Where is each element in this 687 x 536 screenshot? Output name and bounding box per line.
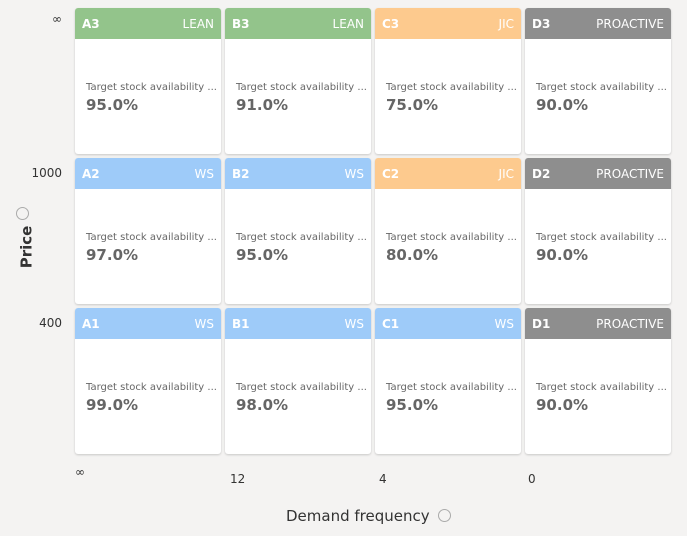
- segment-code: A3: [82, 16, 100, 31]
- segment-code: D1: [532, 316, 551, 331]
- segment-card[interactable]: B3 LEAN Target stock availability ... 91.0%: [225, 8, 371, 154]
- info-icon[interactable]: [16, 207, 29, 220]
- card-header: C1 WS: [375, 308, 521, 339]
- metric-value: 80.0%: [386, 246, 439, 264]
- metric-value: 95.0%: [236, 246, 289, 264]
- metric-label: Target stock availability ...: [86, 382, 217, 393]
- y-axis-title: Price: [17, 225, 36, 269]
- card-header: A2 WS: [75, 158, 221, 189]
- segment-code: B1: [232, 316, 250, 331]
- segment-tag: JIC: [498, 16, 514, 31]
- metric-value: 90.0%: [536, 396, 589, 414]
- segment-tag: WS: [344, 166, 364, 181]
- x-tick-label: 12: [230, 472, 246, 486]
- segment-code: C1: [382, 316, 400, 331]
- x-tick-label: ∞: [75, 465, 85, 479]
- segment-card[interactable]: C2 JIC Target stock availability ... 80.0%: [375, 158, 521, 304]
- card-header: C2 JIC: [375, 158, 521, 189]
- segment-tag: PROACTIVE: [596, 16, 664, 31]
- card-header: D1 PROACTIVE: [525, 308, 671, 339]
- metric-label: Target stock availability ...: [386, 382, 517, 393]
- segment-code: B2: [232, 166, 250, 181]
- segment-card[interactable]: A3 LEAN Target stock availability ... 95.0%: [75, 8, 221, 154]
- y-tick-label: ∞: [52, 12, 62, 26]
- card-header: B2 WS: [225, 158, 371, 189]
- metric-label: Target stock availability ...: [86, 232, 217, 243]
- y-tick-label: 400: [39, 316, 62, 330]
- segment-tag: LEAN: [182, 16, 214, 31]
- segment-card[interactable]: C3 JIC Target stock availability ... 75.0%: [375, 8, 521, 154]
- info-icon[interactable]: [438, 509, 451, 522]
- segment-tag: WS: [344, 316, 364, 331]
- metric-value: 90.0%: [536, 246, 589, 264]
- y-tick-label: 1000: [31, 166, 62, 180]
- metric-value: 91.0%: [236, 96, 289, 114]
- card-header: D3 PROACTIVE: [525, 8, 671, 39]
- x-axis-title: Demand frequency: [286, 507, 430, 525]
- segment-tag: WS: [494, 316, 514, 331]
- segment-card[interactable]: B1 WS Target stock availability ... 98.0%: [225, 308, 371, 454]
- segment-code: A2: [82, 166, 100, 181]
- metric-value: 75.0%: [386, 96, 439, 114]
- metric-label: Target stock availability ...: [536, 232, 667, 243]
- segment-card[interactable]: B2 WS Target stock availability ... 95.0%: [225, 158, 371, 304]
- metric-label: Target stock availability ...: [536, 382, 667, 393]
- x-tick-label: 0: [528, 472, 536, 486]
- metric-label: Target stock availability ...: [236, 82, 367, 93]
- metric-value: 95.0%: [86, 96, 139, 114]
- metric-label: Target stock availability ...: [536, 82, 667, 93]
- metric-value: 97.0%: [86, 246, 139, 264]
- segment-code: C2: [382, 166, 400, 181]
- card-header: A3 LEAN: [75, 8, 221, 39]
- segment-card[interactable]: C1 WS Target stock availability ... 95.0%: [375, 308, 521, 454]
- segment-tag: PROACTIVE: [596, 166, 664, 181]
- segment-card[interactable]: A2 WS Target stock availability ... 97.0%: [75, 158, 221, 304]
- segment-tag: PROACTIVE: [596, 316, 664, 331]
- metric-label: Target stock availability ...: [386, 232, 517, 243]
- segment-tag: LEAN: [332, 16, 364, 31]
- x-tick-label: 4: [379, 472, 387, 486]
- segment-card[interactable]: D3 PROACTIVE Target stock availability ...…: [525, 8, 671, 154]
- segment-card[interactable]: A1 WS Target stock availability ... 99.0%: [75, 308, 221, 454]
- segment-code: C3: [382, 16, 400, 31]
- segment-code: A1: [82, 316, 100, 331]
- card-header: B1 WS: [225, 308, 371, 339]
- metric-value: 98.0%: [236, 396, 289, 414]
- segment-tag: JIC: [498, 166, 514, 181]
- segment-tag: WS: [194, 166, 214, 181]
- segment-card[interactable]: D1 PROACTIVE Target stock availability ...…: [525, 308, 671, 454]
- segment-code: D3: [532, 16, 551, 31]
- card-header: B3 LEAN: [225, 8, 371, 39]
- segment-card[interactable]: D2 PROACTIVE Target stock availability ...…: [525, 158, 671, 304]
- card-header: D2 PROACTIVE: [525, 158, 671, 189]
- card-header: C3 JIC: [375, 8, 521, 39]
- segment-tag: WS: [194, 316, 214, 331]
- card-header: A1 WS: [75, 308, 221, 339]
- metric-value: 95.0%: [386, 396, 439, 414]
- metric-value: 99.0%: [86, 396, 139, 414]
- segment-code: D2: [532, 166, 551, 181]
- metric-label: Target stock availability ...: [386, 82, 517, 93]
- segment-code: B3: [232, 16, 250, 31]
- metric-value: 90.0%: [536, 96, 589, 114]
- metric-label: Target stock availability ...: [236, 232, 367, 243]
- metric-label: Target stock availability ...: [236, 382, 367, 393]
- metric-label: Target stock availability ...: [86, 82, 217, 93]
